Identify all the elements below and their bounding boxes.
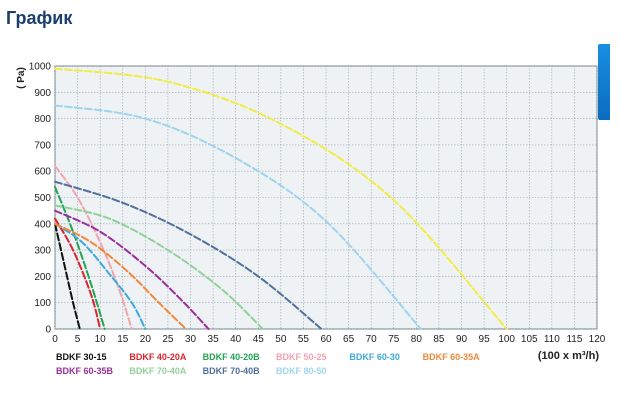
legend-item: BDKF 70-40B [202, 366, 260, 376]
x-tick-label: 120 [589, 334, 606, 345]
x-tick-label: 75 [388, 334, 400, 345]
series-line-bdkf-30-15 [54, 222, 81, 330]
x-tick-label: 115 [566, 334, 582, 345]
x-tick-label: 70 [366, 334, 378, 345]
x-tick-label: 85 [433, 334, 445, 345]
x-tick-label: 10 [95, 334, 107, 345]
x-tick-label: 90 [456, 334, 468, 345]
series-line-bdkf-60-30 [54, 222, 147, 330]
y-tick-label: 100 [34, 298, 51, 309]
legend-item: BDKF 80-50 [276, 366, 327, 376]
x-tick-label: 20 [140, 334, 152, 345]
x-tick-label: 15 [117, 334, 129, 345]
x-tick-label: 40 [230, 334, 242, 345]
series-line-bdkf-40-20b [54, 185, 106, 330]
legend-item: BDKF 40-20A [129, 352, 187, 362]
y-tick-label: 700 [34, 140, 51, 151]
legend-item: BDKF 60-35A [422, 352, 480, 362]
x-tick-label: 65 [343, 334, 355, 345]
x-tick-label: 5 [75, 334, 81, 345]
series-line-bdkf-70-40b [54, 180, 323, 330]
x-axis-label: (100 x m³/h) [538, 350, 599, 362]
legend-item: BDKF 70-40A [129, 366, 187, 376]
y-tick-label: 300 [34, 246, 51, 257]
series-line-bdkf-80-50 [54, 104, 422, 330]
page-title: График [6, 8, 73, 28]
x-tick-label: 105 [521, 334, 538, 345]
series-line-bdkf-70-40a [54, 204, 264, 330]
x-tick-label: 45 [253, 334, 265, 345]
x-tick-label: 35 [208, 334, 220, 345]
x-tick-label: 30 [185, 334, 197, 345]
series-line-unlabeled-10 [54, 67, 508, 330]
y-tick-label: 900 [34, 88, 51, 99]
legend-item: BDKF 40-20B [202, 352, 260, 362]
y-tick-label: 800 [34, 114, 51, 125]
y-axis-label: ( Pa) [16, 67, 27, 89]
chart-legend: BDKF 30-15 BDKF 40-20A BDKF 40-20B BDKF 50-… [56, 352, 496, 376]
y-tick-label: 500 [34, 193, 51, 204]
y-tick-label: 0 [45, 325, 51, 336]
x-tick-label: 0 [52, 334, 58, 345]
x-tick-label: 110 [544, 334, 560, 345]
scroll-accent-bar [598, 44, 610, 120]
x-tick-label: 80 [411, 334, 423, 345]
x-tick-label: 50 [275, 334, 287, 345]
y-tick-label: 400 [34, 219, 51, 230]
x-tick-label: 95 [479, 334, 491, 345]
legend-item: BDKF 30-15 [56, 352, 107, 362]
y-tick-label: 600 [34, 167, 51, 178]
legend-item: BDKF 60-35B [56, 366, 114, 376]
x-tick-label: 55 [298, 334, 310, 345]
series-line-bdkf-60-35b [54, 209, 210, 330]
x-tick-label: 60 [320, 334, 332, 345]
series-line-bdkf-40-20a [54, 217, 102, 330]
series-line-bdkf-60-35a [54, 222, 187, 330]
legend-item: BDKF 60-30 [349, 352, 400, 362]
y-tick-label: 1000 [29, 62, 52, 73]
x-tick-label: 100 [498, 334, 515, 345]
y-tick-label: 200 [34, 272, 51, 283]
legend-item: BDKF 50-25 [276, 352, 327, 362]
x-tick-label: 25 [162, 334, 174, 345]
